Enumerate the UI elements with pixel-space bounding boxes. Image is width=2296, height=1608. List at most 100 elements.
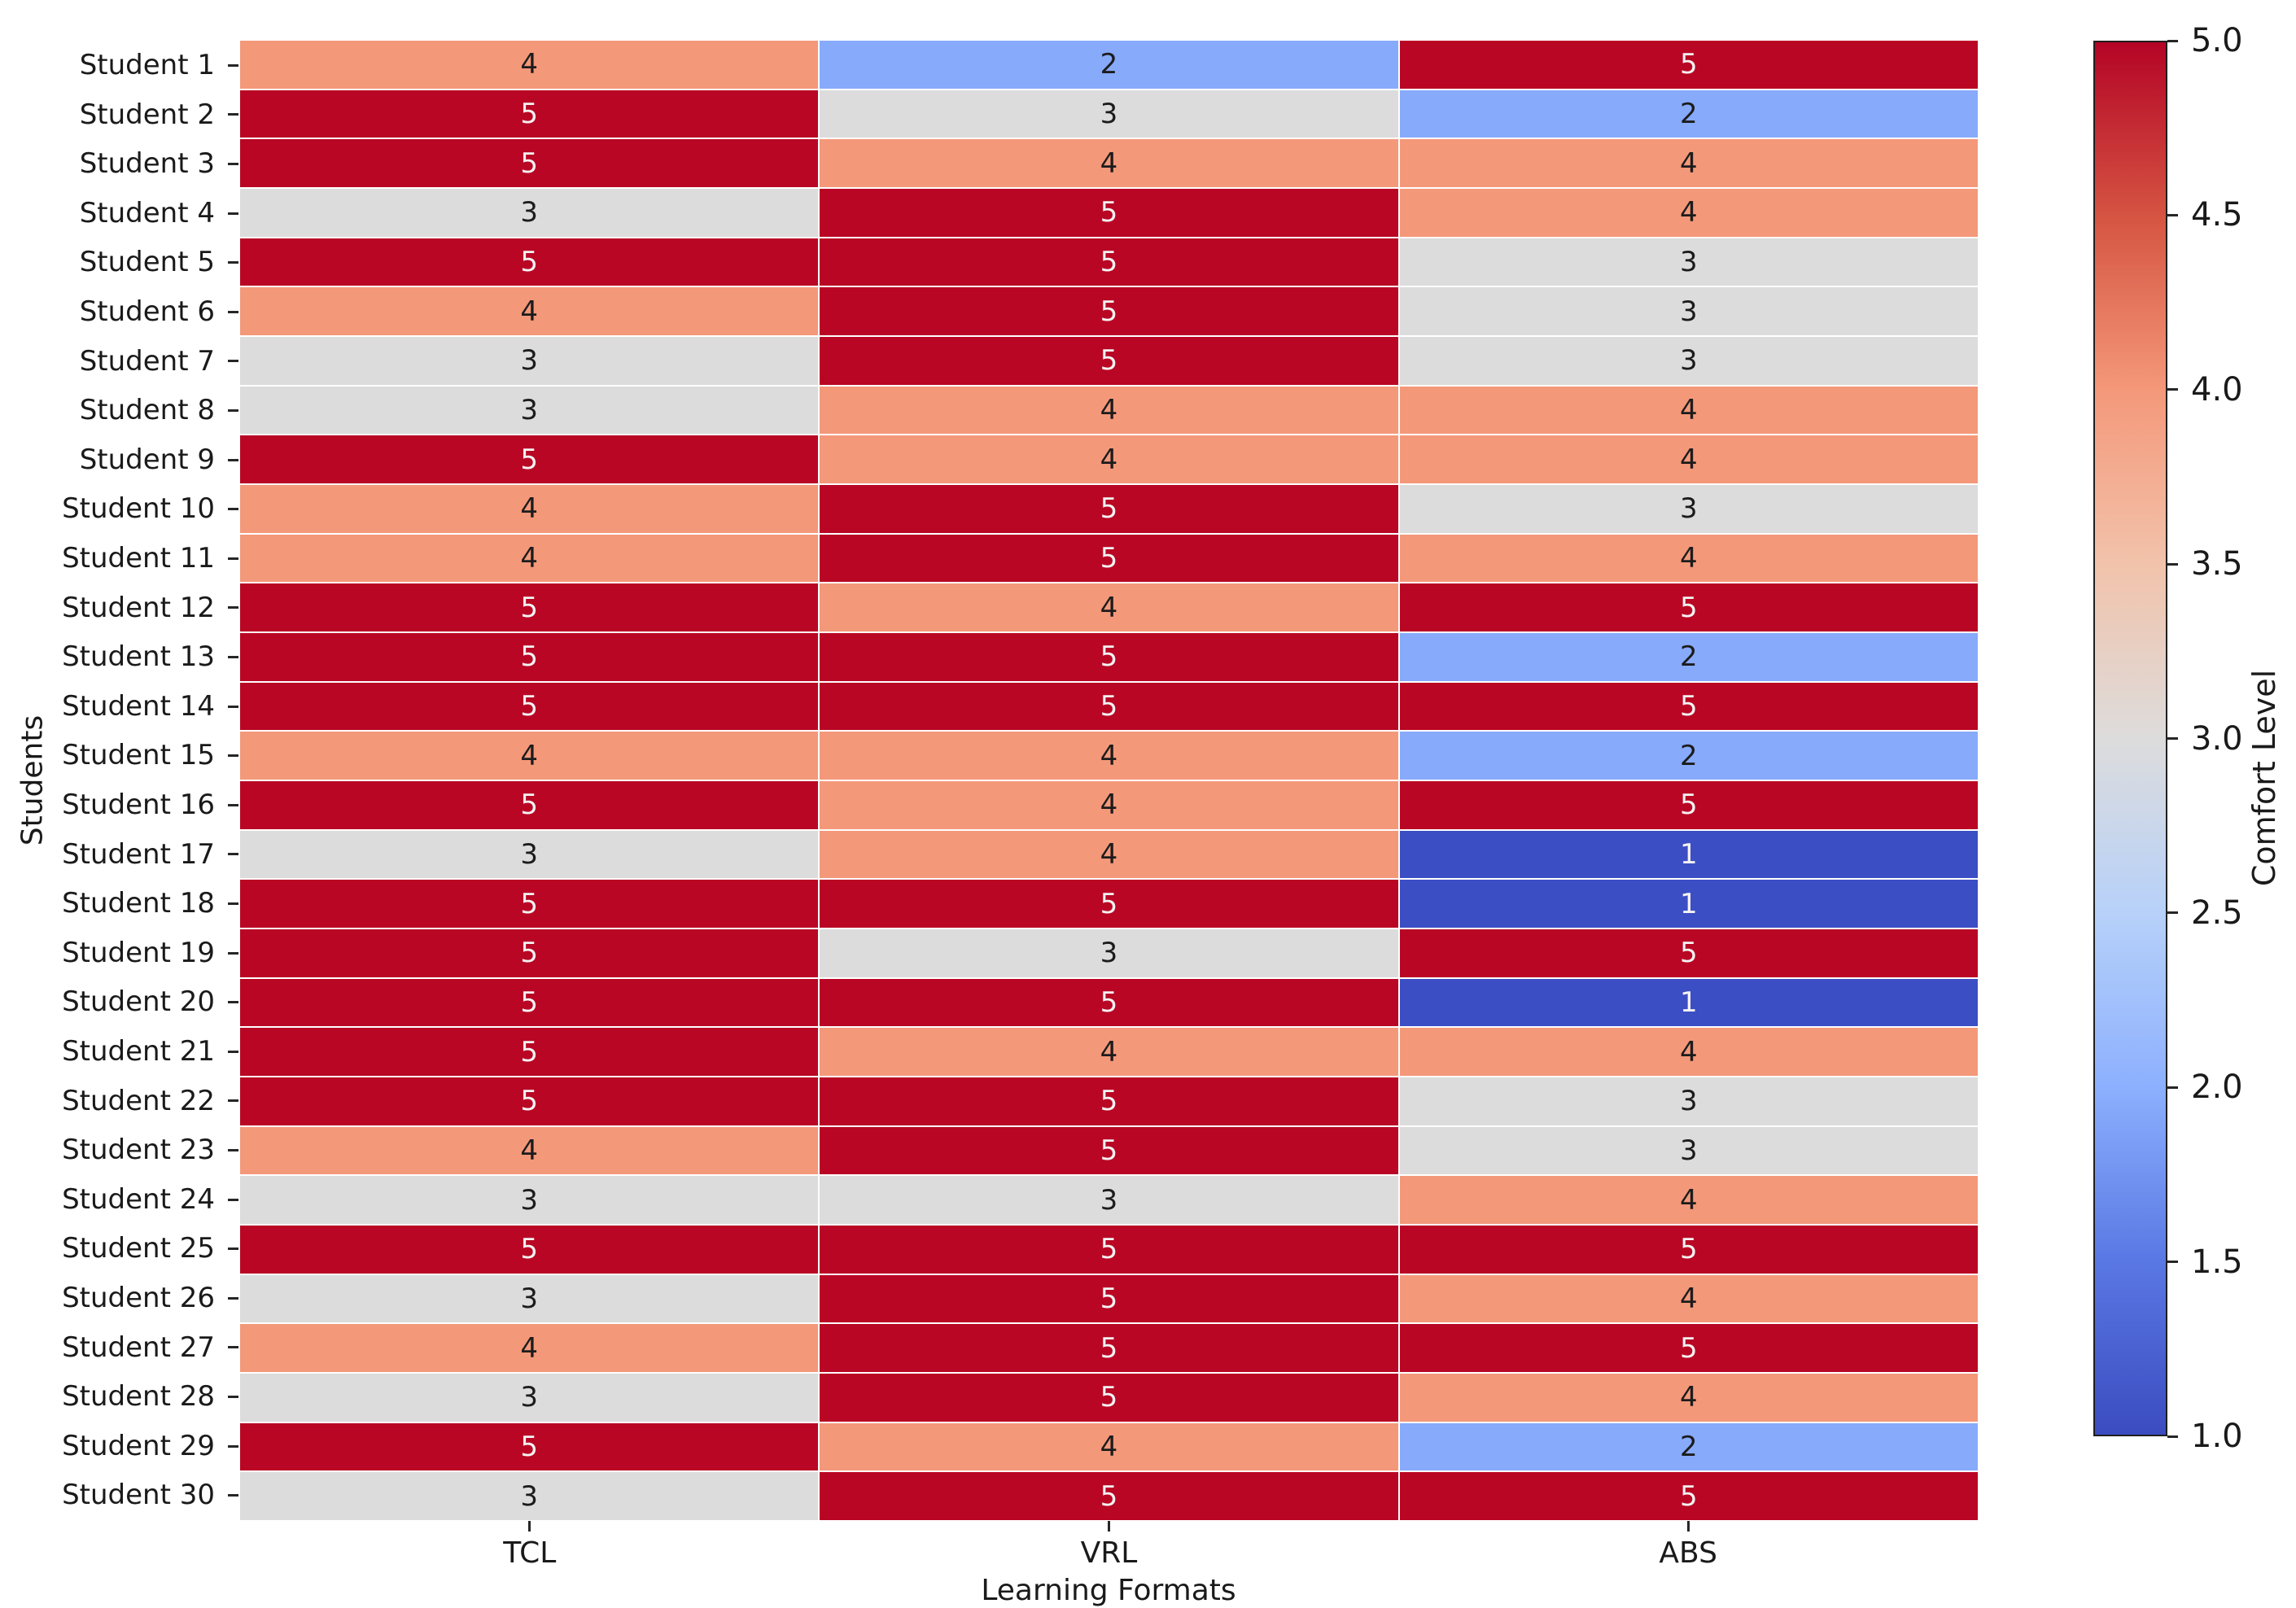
heatmap-cell: 3 [1399,485,1978,533]
row-label: Student 6 [79,295,215,328]
row-label: Student 22 [62,1084,215,1117]
heatmap-cell: 5 [820,880,1398,928]
cell-value: 4 [1680,1381,1698,1414]
cell-value: 5 [520,146,538,180]
row-label: Student 16 [62,789,215,821]
y-tick-mark [228,1444,238,1448]
y-tick-mark [228,458,238,461]
y-tick-mark [228,606,238,610]
heatmap-cell: 5 [240,238,819,286]
cell-value: 5 [1680,937,1698,970]
cell-value: 5 [1680,591,1698,624]
colorbar-tick-label: 4.5 [2191,196,2243,234]
cell-value: 3 [520,837,538,871]
heatmap-cell: 3 [1399,1126,1978,1175]
cell-value: 5 [520,985,538,1019]
y-tick-mark [228,63,238,67]
heatmap-cell: 4 [1399,189,1978,237]
heatmap-cell: 5 [820,1226,1398,1274]
cell-value: 4 [1680,146,1698,180]
cell-value: 4 [520,48,538,81]
x-tick-mark [528,1521,531,1532]
cell-value: 4 [1100,837,1118,871]
heatmap-cell: 2 [1399,732,1978,780]
heatmap-cell: 3 [240,1374,819,1422]
colorbar-tick-label: 1.5 [2191,1243,2243,1281]
cell-value: 4 [1100,591,1118,624]
row-label: Student 17 [62,837,215,871]
colorbar-tick-label: 5.0 [2191,22,2243,59]
row-label: Student 21 [62,1035,215,1068]
colorbar-tick-label: 3.5 [2191,545,2243,583]
colorbar-tick-mark [2167,1086,2178,1089]
y-tick-mark [228,261,238,264]
heatmap-cell: 5 [1399,1226,1978,1274]
heatmap-cell: 3 [240,1472,819,1520]
heatmap-cell: 3 [240,1176,819,1224]
heatmap-cell: 5 [1399,41,1978,89]
col-label: VRL [1080,1536,1138,1570]
cell-value: 3 [1680,1134,1698,1167]
y-tick-mark [228,754,238,758]
cell-value: 5 [1100,344,1118,378]
y-tick-mark [228,1346,238,1349]
cell-value: 3 [520,1183,538,1217]
cell-value: 5 [1680,1233,1698,1266]
row-label: Student 27 [62,1331,215,1364]
cell-value: 1 [1680,837,1698,871]
cell-value: 1 [1680,887,1698,920]
y-tick-mark [228,853,238,856]
colorbar-title: Comfort Level [2246,669,2282,887]
heatmap-cell: 1 [1399,830,1978,879]
row-label: Student 8 [79,394,215,427]
colorbar-tick-mark [2167,213,2178,216]
y-tick-mark [228,1248,238,1251]
cell-value: 4 [1100,146,1118,180]
y-tick-mark [228,902,238,905]
heatmap-cell: 2 [1399,633,1978,681]
heatmap-cell: 5 [240,1422,819,1471]
cell-value: 5 [520,1035,538,1068]
cell-value: 5 [520,245,538,278]
row-label: Student 10 [62,492,215,526]
heatmap-cell: 4 [820,386,1398,435]
y-tick-mark [228,508,238,511]
row-label: Student 12 [62,591,215,624]
heatmap-cell: 4 [820,139,1398,187]
heatmap-cell: 5 [240,1077,819,1125]
cell-value: 3 [1100,1183,1118,1217]
cell-value: 3 [1680,492,1698,526]
x-tick-mark [1108,1521,1110,1532]
heatmap-cell: 4 [1399,1176,1978,1224]
heatmap-cell: 4 [820,583,1398,631]
heatmap-cell: 5 [240,1226,819,1274]
heatmap-cell: 5 [820,485,1398,533]
colorbar-tick-label: 3.0 [2191,719,2243,758]
cell-value: 4 [1100,1430,1118,1463]
heatmap-cell: 3 [240,189,819,237]
colorbar-tick-mark [2167,388,2178,391]
heatmap-cell: 1 [1399,880,1978,928]
heatmap-cell: 5 [240,781,819,829]
row-label: Student 1 [79,49,215,81]
heatmap-cell: 3 [240,337,819,385]
cell-value: 5 [520,887,538,920]
cell-value: 5 [1100,689,1118,723]
cell-value: 3 [520,1381,538,1414]
cell-value: 1 [1680,985,1698,1019]
cell-value: 4 [520,1134,538,1167]
cell-value: 4 [520,541,538,575]
row-label: Student 5 [79,246,215,279]
cell-value: 5 [1100,1331,1118,1365]
row-label: Student 4 [79,196,215,229]
row-label: Student 19 [62,936,215,969]
cell-value: 5 [1100,1381,1118,1414]
heatmap-cell: 4 [820,830,1398,879]
heatmap-cell: 4 [820,781,1398,829]
cell-value: 4 [1680,541,1698,575]
cell-value: 3 [520,344,538,378]
cell-value: 5 [520,689,538,723]
cell-value: 5 [1100,541,1118,575]
heatmap-cell: 5 [240,139,819,187]
row-label: Student 13 [62,640,215,674]
